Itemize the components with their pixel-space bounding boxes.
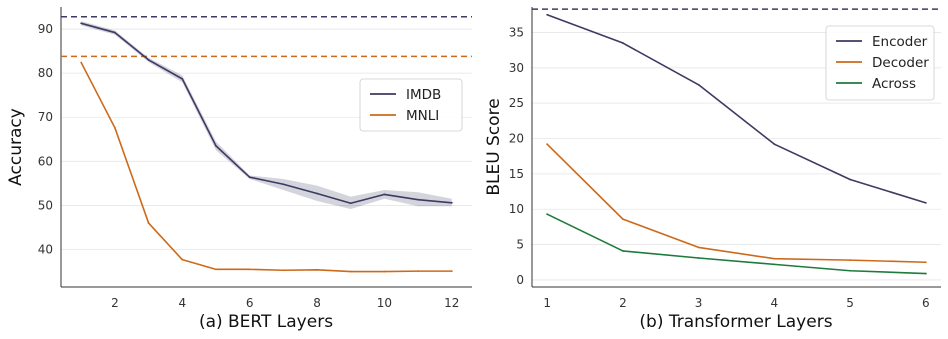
x-tick-label: 1 [543, 296, 551, 310]
data-point [450, 270, 453, 273]
series-line [546, 143, 926, 264]
y-tick-label: 15 [509, 167, 524, 181]
data-point [924, 201, 927, 204]
y-tick-label: 50 [38, 198, 53, 212]
data-point [383, 270, 386, 273]
y-tick-label: 20 [509, 132, 524, 146]
data-point [849, 259, 852, 262]
data-point [80, 61, 83, 64]
x-tick-label: 6 [246, 296, 254, 310]
series-line [546, 14, 927, 204]
x-tick-label: 3 [695, 296, 703, 310]
data-point [546, 213, 549, 216]
data-point [80, 22, 83, 25]
data-point [697, 246, 700, 249]
data-point [621, 218, 624, 221]
x-tick-label: 2 [619, 296, 627, 310]
data-point [282, 269, 285, 272]
series-line [81, 22, 452, 205]
data-point [773, 263, 776, 266]
chart-caption: (a) BERT Layers [199, 312, 333, 332]
y-tick-label: 35 [509, 25, 524, 39]
data-point [773, 143, 776, 146]
data-point [248, 176, 251, 179]
x-tick-label: 8 [313, 296, 321, 310]
x-tick-label: 2 [111, 296, 119, 310]
bert-layers-chart: 40 50 60 70 80 90 2 4 6 8 10 12 IMDB MNLI Accuracy (a) … [6, 7, 472, 332]
data-point [215, 144, 217, 147]
data-point [546, 143, 549, 146]
series-line [80, 62, 452, 273]
y-axis-label: Accuracy [6, 108, 26, 186]
x-tick-label: 6 [922, 296, 930, 310]
data-point [147, 222, 150, 224]
data-point [248, 268, 251, 271]
data-point [316, 192, 318, 195]
data-point [849, 269, 852, 272]
y-tick-label: 40 [38, 243, 53, 257]
data-point [181, 77, 184, 80]
y-tick-label: 70 [38, 110, 53, 124]
x-tick-label: 4 [178, 296, 186, 310]
legend-label: Encoder [872, 34, 928, 50]
legend-label: Decoder [872, 55, 929, 71]
y-tick-label: 30 [509, 61, 524, 75]
data-point [181, 258, 184, 261]
data-point [697, 257, 700, 259]
transformer-layers-chart: 0 5 10 15 20 25 30 35 1 2 3 4 5 6 Encoder Decoder Across… [484, 7, 941, 332]
y-tick-label: 60 [38, 154, 53, 168]
chart-caption: (b) Transformer Layers [639, 312, 832, 332]
data-point [349, 270, 352, 273]
x-tick-label: 12 [444, 296, 459, 310]
data-point [849, 178, 852, 181]
data-point [215, 268, 217, 271]
y-tick-label: 5 [516, 238, 524, 252]
data-point [773, 257, 776, 260]
data-point [383, 193, 386, 196]
data-point [417, 270, 419, 273]
y-tick-label: 25 [509, 96, 524, 110]
data-point [316, 268, 318, 271]
legend-box [825, 25, 935, 101]
legend-label: Across [872, 76, 916, 92]
y-tick-label: 80 [38, 66, 53, 80]
data-point [114, 31, 116, 34]
legend-label: IMDB [406, 87, 441, 103]
data-point [924, 272, 927, 275]
legend-label: MNLI [406, 108, 439, 124]
data-point [697, 83, 700, 86]
x-tick-label: 10 [377, 296, 392, 310]
x-tick-label: 4 [771, 296, 779, 310]
legend-box [359, 78, 463, 132]
y-tick-label: 0 [516, 273, 524, 287]
data-point [924, 261, 927, 264]
data-point [282, 183, 285, 186]
series-line [546, 213, 926, 275]
data-point [147, 59, 150, 61]
y-tick-label: 90 [38, 22, 53, 36]
data-point [114, 126, 116, 129]
data-point [349, 202, 352, 205]
x-tick-label: 5 [846, 296, 854, 310]
y-tick-label: 10 [509, 202, 524, 216]
y-axis-label: BLEU Score [484, 98, 504, 195]
data-point [621, 42, 624, 44]
data-point [450, 201, 453, 204]
data-point [546, 13, 549, 16]
data-point [417, 198, 419, 201]
data-point [621, 250, 624, 252]
